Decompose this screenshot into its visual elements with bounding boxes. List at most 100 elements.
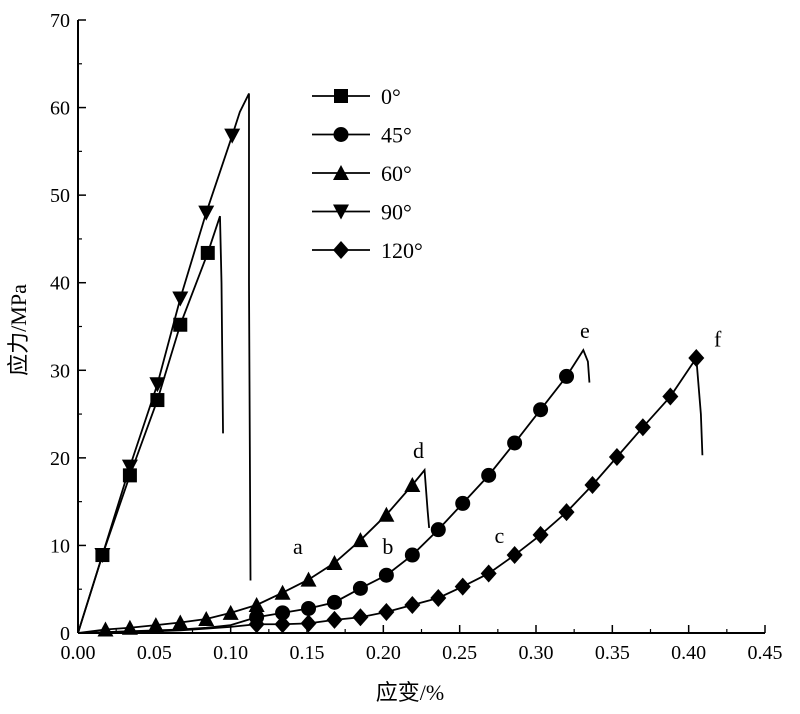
y-tick-label: 20	[50, 448, 70, 470]
legend-label: 45°	[381, 123, 412, 148]
series-3	[77, 93, 252, 634]
legend-item: 60°	[312, 161, 412, 186]
data-point-diamond	[688, 349, 705, 368]
legend-label: 0°	[381, 84, 401, 109]
axes: 0.00 0.05 0.10 0.15 0.20 0.25 0.30 0.35 0.40 0.45…	[50, 10, 783, 664]
y-tick-label: 70	[50, 10, 70, 32]
data-point-triangle-down	[94, 548, 111, 564]
data-point-triangle-up	[198, 610, 215, 626]
legend-marker-triangle-up	[333, 165, 349, 180]
data-point-diamond	[248, 615, 265, 634]
x-tick-label: 0.40	[671, 642, 706, 664]
data-point-triangle-up	[300, 571, 317, 587]
series-4	[77, 349, 705, 634]
data-point-diamond	[326, 610, 343, 629]
data-point-triangle-up	[121, 619, 138, 635]
annotation-label: b	[382, 534, 393, 559]
data-point-triangle-up	[326, 554, 343, 570]
annotation-label: e	[580, 318, 590, 343]
x-tick-label: 0.30	[519, 642, 554, 664]
x-tick-label: 0.35	[595, 642, 630, 664]
series-line	[77, 355, 704, 634]
legend-marker-diamond	[333, 241, 349, 259]
data-point-diamond	[662, 387, 679, 406]
data-point-triangle-down	[149, 377, 166, 393]
data-point-circle	[507, 435, 523, 451]
x-tick-label: 0.20	[366, 642, 401, 664]
data-point-circle	[455, 495, 471, 511]
data-point-triangle-down	[172, 291, 189, 307]
data-point-circle	[378, 567, 394, 583]
data-point-diamond	[404, 595, 421, 614]
data-point-diamond	[454, 577, 471, 596]
data-point-circle	[533, 402, 549, 418]
x-tick-label: 0.10	[213, 642, 248, 664]
y-tick-label: 0	[60, 623, 70, 645]
data-point-square	[200, 245, 215, 260]
x-axis-title: 应变/%	[376, 680, 444, 705]
data-point-circle	[430, 522, 446, 538]
data-point-diamond	[506, 546, 523, 565]
annotation-label: a	[293, 534, 303, 559]
data-point-diamond	[608, 447, 625, 466]
data-point-triangle-up	[147, 617, 164, 633]
y-tick-label: 30	[50, 360, 70, 382]
data-point-diamond	[300, 614, 317, 633]
series-0	[77, 215, 224, 634]
data-point-diamond	[584, 476, 601, 495]
series-group	[77, 93, 705, 637]
y-tick-label: 50	[50, 185, 70, 207]
data-point-diamond	[532, 525, 549, 544]
y-tick-label: 40	[50, 273, 70, 295]
legend-marker-square	[334, 89, 348, 103]
data-point-triangle-up	[274, 584, 291, 600]
data-point-circle	[301, 600, 317, 616]
data-point-triangle-down	[121, 459, 138, 475]
legend-item: 120°	[312, 238, 423, 263]
x-tick-label: 0.45	[748, 642, 783, 664]
data-point-triangle-down	[224, 128, 241, 144]
data-point-triangle-up	[404, 477, 421, 493]
annotation-label: f	[714, 327, 722, 352]
data-point-circle	[404, 547, 420, 563]
data-point-diamond	[558, 503, 575, 522]
data-point-triangle-up	[378, 506, 395, 522]
series-2	[77, 467, 431, 637]
data-point-diamond	[634, 418, 651, 437]
data-point-circle	[326, 594, 342, 610]
data-point-diamond	[274, 615, 291, 634]
x-tick-label: 0.00	[61, 642, 96, 664]
legend-marker-circle	[333, 127, 349, 142]
data-point-triangle-up	[248, 596, 265, 612]
y-tick-label: 10	[50, 535, 70, 557]
legend-label: 60°	[381, 161, 412, 186]
data-point-circle	[352, 580, 368, 596]
data-point-triangle-up	[222, 604, 239, 620]
legend-marker-triangle-down	[333, 204, 349, 220]
data-point-diamond	[352, 608, 369, 627]
data-point-circle	[559, 368, 575, 384]
data-point-square	[173, 317, 188, 332]
legend-label: 120°	[381, 238, 423, 263]
y-axis-title: 应力/MPa	[6, 284, 31, 376]
legend-item: 45°	[312, 123, 412, 148]
series-line	[77, 215, 224, 634]
data-point-triangle-up	[352, 532, 369, 548]
data-point-diamond	[480, 564, 497, 583]
data-point-circle	[481, 467, 497, 483]
data-point-diamond	[430, 588, 447, 607]
legend-item: 0°	[312, 84, 401, 109]
annotation-label: d	[413, 438, 424, 463]
x-tick-label: 0.15	[290, 642, 325, 664]
legend: 0° 45° 60° 90° 120°	[312, 84, 423, 263]
legend-label: 90°	[381, 200, 412, 225]
x-tick-label: 0.25	[442, 642, 477, 664]
annotation-label: c	[494, 523, 504, 548]
data-point-triangle-up	[172, 614, 189, 630]
data-point-diamond	[378, 602, 395, 621]
legend-item: 90°	[312, 200, 412, 225]
annotations: a b c d e f	[293, 318, 722, 559]
data-point-circle	[275, 605, 291, 621]
data-point-triangle-down	[198, 205, 215, 221]
